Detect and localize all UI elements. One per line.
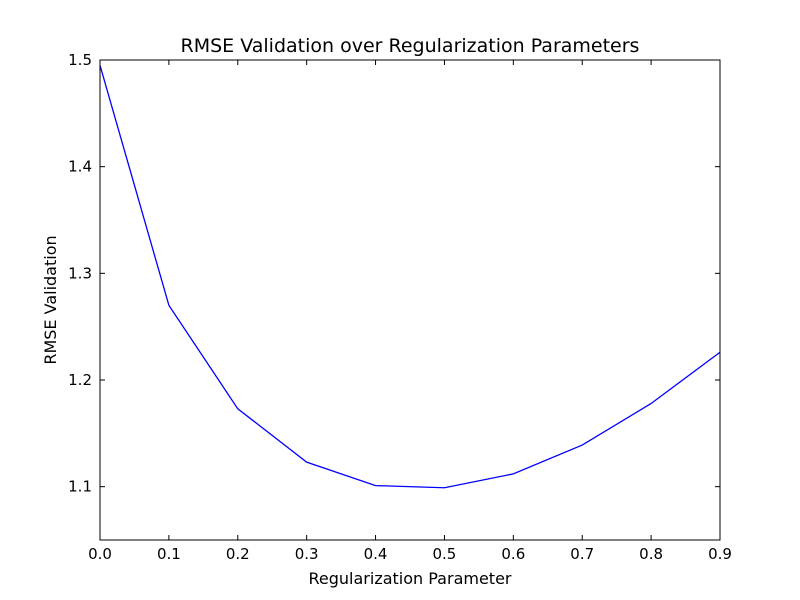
x-tick-label: 0.7 (570, 545, 594, 563)
x-tick-label: 0.4 (364, 545, 388, 563)
x-axis-title: Regularization Parameter (309, 569, 512, 588)
x-tick-label: 0.5 (433, 545, 457, 563)
x-tick-label: 0.6 (501, 545, 525, 563)
y-axis-title: RMSE Validation (41, 235, 60, 364)
y-tick-label: 1.2 (68, 371, 92, 389)
y-tick-label: 1.3 (68, 264, 92, 282)
y-axis: 1.1 1.2 1.3 1.4 1.5 (68, 51, 720, 496)
y-tick-label: 1.4 (68, 158, 92, 176)
y-tick-label: 1.5 (68, 51, 92, 69)
x-tick-label: 0.2 (226, 545, 250, 563)
x-tick-label: 0.8 (639, 545, 663, 563)
y-tick-label: 1.1 (68, 478, 92, 496)
x-tick-label: 0.3 (295, 545, 319, 563)
x-tick-label: 0.0 (88, 545, 112, 563)
plot-area (99, 65, 721, 489)
chart-title: RMSE Validation over Regularization Para… (181, 35, 640, 57)
x-axis: 0.0 0.1 0.2 0.3 0.4 0.5 0.6 0.7 0.8 0.9 (88, 60, 732, 563)
series-line (99, 65, 721, 489)
x-tick-label: 0.9 (708, 545, 732, 563)
plot-frame (99, 59, 721, 541)
x-tick-label: 0.1 (157, 545, 181, 563)
